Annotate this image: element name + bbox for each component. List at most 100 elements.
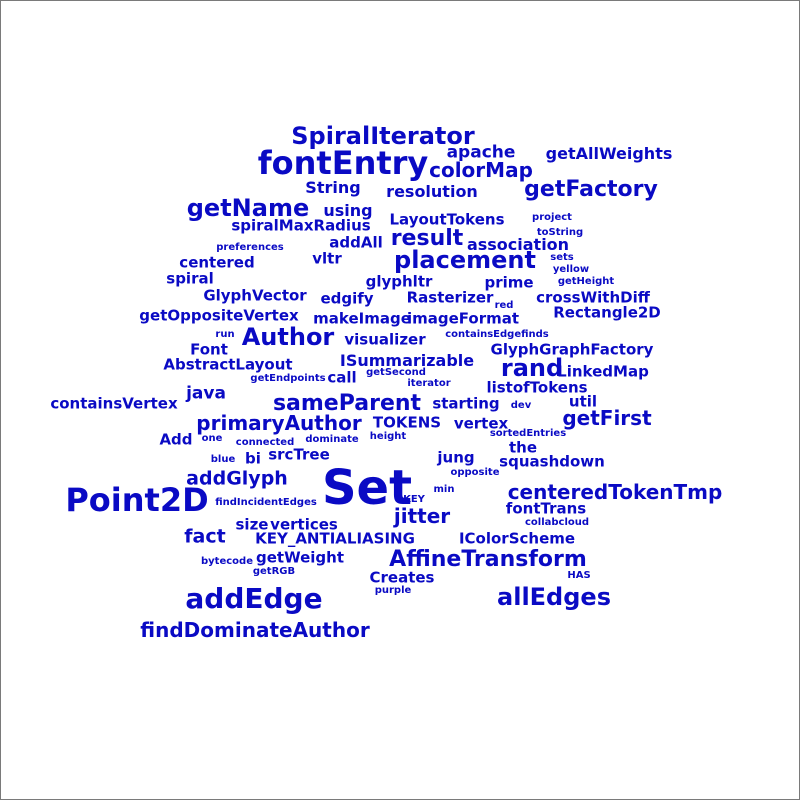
word: findIncidentEdges <box>215 497 317 508</box>
word: connected <box>235 437 295 448</box>
word: AbstractLayout <box>163 355 293 374</box>
word: srcTree <box>268 445 330 464</box>
word: colorMap <box>429 158 533 182</box>
word: LayoutTokens <box>389 210 505 229</box>
word: size <box>235 515 269 534</box>
word: min <box>433 484 455 495</box>
word: iterator <box>407 378 451 389</box>
word: crossWithDiff <box>536 288 650 307</box>
word: opposite <box>450 467 500 478</box>
word: GlyphVector <box>203 286 307 305</box>
word: Rectangle2D <box>553 303 661 322</box>
word: getAllWeights <box>545 144 673 163</box>
word: Rasterizer <box>406 288 494 307</box>
word: dominate <box>305 434 359 445</box>
word: util <box>568 392 598 411</box>
word: getEndpoints <box>250 373 326 384</box>
word: preferences <box>216 242 284 253</box>
word: call <box>327 368 357 387</box>
word: primaryAuthor <box>196 411 362 435</box>
word: imageFormat <box>406 309 520 328</box>
word: vltr <box>312 249 342 268</box>
word: yellow <box>552 264 590 275</box>
word: Set <box>321 460 413 516</box>
word: apache <box>446 142 516 163</box>
word: collabcloud <box>524 517 590 528</box>
word: centeredTokenTmp <box>507 480 723 504</box>
word: Point2D <box>65 481 209 519</box>
word: getHeight <box>557 276 615 287</box>
word: GlyphGraphFactory <box>490 340 654 359</box>
word: jung <box>437 448 475 467</box>
word: red <box>494 300 514 311</box>
word: Font <box>190 340 228 359</box>
word: getFirst <box>562 406 652 430</box>
word: HAS <box>567 570 591 581</box>
word: ISummarizable <box>339 351 475 370</box>
word: using <box>323 201 373 220</box>
word: addGlyph <box>186 467 288 490</box>
word: purple <box>374 585 412 596</box>
word: height <box>369 431 407 442</box>
word: allEdges <box>497 583 611 611</box>
word: SpiralIterator <box>291 122 475 150</box>
word: vertices <box>270 515 338 534</box>
word: java <box>186 383 226 404</box>
word: toString <box>536 227 584 238</box>
word: one <box>201 433 223 444</box>
word: KEY <box>403 494 425 505</box>
word: centered <box>179 253 255 272</box>
word: vertex <box>453 414 509 433</box>
word: association <box>466 235 570 254</box>
word: jitter <box>393 504 451 528</box>
word: project <box>532 212 572 223</box>
word: containsVertex <box>50 394 178 413</box>
word: getName <box>186 194 310 222</box>
word: result <box>390 226 464 251</box>
word: spiralMaxRadius <box>231 216 371 235</box>
word: blue <box>210 454 236 465</box>
word: addEdge <box>185 582 323 615</box>
word: sortedEntries <box>489 428 567 439</box>
word: getRGB <box>252 566 296 577</box>
word: the <box>508 438 538 457</box>
word: fontTrans <box>505 499 587 518</box>
word: sets <box>550 252 574 263</box>
word: addAll <box>329 233 383 252</box>
word: LinkedMap <box>557 362 649 381</box>
word: squashdown <box>499 452 605 471</box>
word: findDominateAuthor <box>140 618 370 642</box>
word: bi <box>245 449 261 468</box>
word: getSecond <box>366 367 426 378</box>
word: TOKENS <box>372 413 442 432</box>
word: rand <box>500 354 564 382</box>
word: sameParent <box>272 391 422 416</box>
word: glyphltr <box>365 272 433 291</box>
word: prime <box>484 273 534 292</box>
word: listofTokens <box>486 378 588 397</box>
word: edgify <box>320 289 374 308</box>
word: visualizer <box>344 330 426 349</box>
word: String <box>305 178 361 197</box>
word: KEY_ANTIALIASING <box>255 529 415 548</box>
word: starting <box>432 394 500 413</box>
word: fact <box>184 525 226 548</box>
word: spiral <box>166 269 214 288</box>
word: dev <box>510 400 532 411</box>
word: placement <box>394 246 536 274</box>
word: AffineTransform <box>389 547 587 572</box>
word: Add <box>159 430 193 449</box>
word: getFactory <box>524 177 658 202</box>
word: resolution <box>386 182 478 201</box>
word: getWeight <box>256 548 344 567</box>
word: makeImage <box>313 309 411 328</box>
word: getOppositeVertex <box>139 306 299 325</box>
word: IColorScheme <box>458 529 576 548</box>
word: fontEntry <box>257 144 429 182</box>
word: containsEdgefinds <box>445 329 549 340</box>
word: bytecode <box>201 556 253 567</box>
word: Author <box>241 323 335 351</box>
word: run <box>215 329 235 340</box>
word: Creates <box>369 568 435 587</box>
